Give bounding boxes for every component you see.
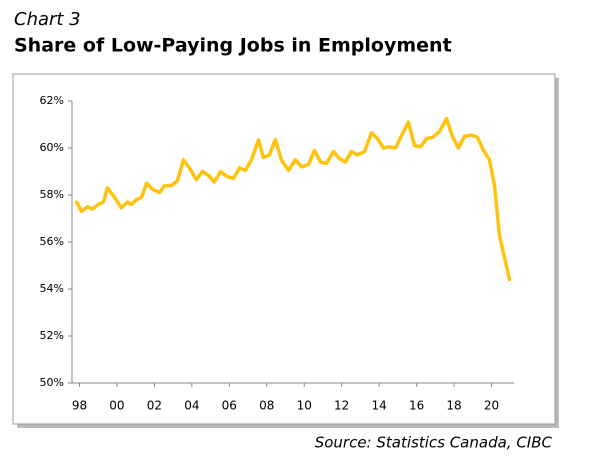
x-tick-label: 20 (484, 399, 499, 413)
x-tick-label: 98 (72, 399, 87, 413)
frame (12, 73, 556, 425)
source: Source: Statistics Canada, CIBC (315, 434, 553, 452)
y-tick-label: 62% (40, 94, 64, 107)
y-tick-label: 50% (40, 376, 64, 389)
y-tick-label: 54% (40, 282, 64, 295)
x-tick-label: 18 (446, 399, 461, 413)
x-tick-label: 10 (297, 399, 312, 413)
y-tick-label: 60% (40, 141, 64, 154)
data-line (74, 116, 512, 282)
x-tick-label: 06 (222, 399, 237, 413)
x-tick-label: 16 (409, 399, 424, 413)
x-tick-label: 14 (372, 399, 387, 413)
x-tick-label: 08 (259, 399, 274, 413)
chart-title: Share of Low-Paying Jobs in Employment (14, 35, 452, 57)
x-tick-label: 02 (147, 399, 162, 413)
x-tick-label: 12 (334, 399, 349, 413)
chart-subtitle: Chart 3 (14, 9, 81, 30)
x-tick-label: 04 (184, 399, 199, 413)
y-tick-label: 58% (40, 188, 64, 201)
y-tick-label: 52% (40, 329, 64, 342)
y-tick-label: 56% (40, 235, 64, 248)
x-tick-label: 00 (109, 399, 124, 413)
